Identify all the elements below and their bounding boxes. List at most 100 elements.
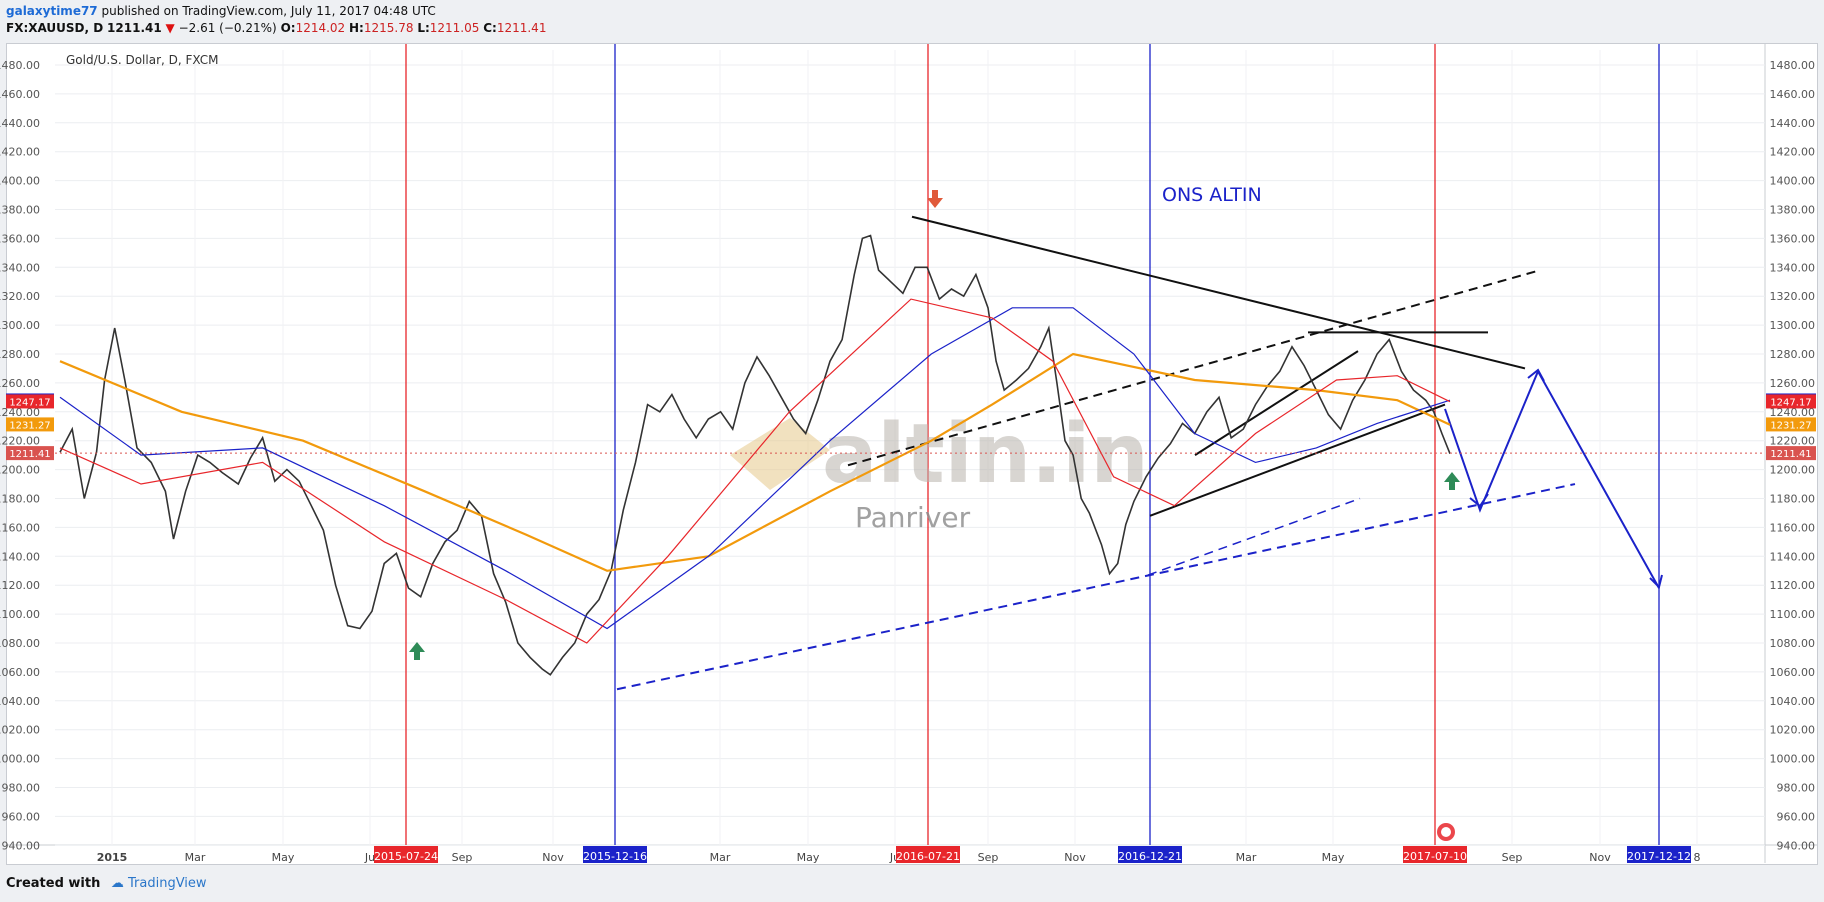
y-tick-label-right: 1000.00 xyxy=(1770,753,1816,766)
y-tick-label-left: 1300.00 xyxy=(0,319,40,332)
price-tag-right-text: 1247.17 xyxy=(1770,397,1811,408)
rising-wedge-line xyxy=(1194,350,1359,456)
y-tick-label-right: 1180.00 xyxy=(1770,493,1816,506)
dashed-channel-bottom xyxy=(616,483,1576,691)
y-tick-label-right: 1420.00 xyxy=(1770,146,1816,159)
price-tag-right-text: 1231.27 xyxy=(1770,420,1811,431)
y-tick-label-left: 1420.00 xyxy=(0,146,40,159)
price-tag-left-text: 1211.41 xyxy=(9,449,50,460)
y-tick-label-left: 1020.00 xyxy=(0,724,40,737)
x-tick-label: May xyxy=(272,851,295,864)
x-tick-label: May xyxy=(1322,851,1345,864)
x-tick-label: May xyxy=(797,851,820,864)
y-tick-label-left: 1340.00 xyxy=(0,261,40,274)
dashed-support-segment xyxy=(1147,497,1361,576)
event-badge-inner xyxy=(1441,827,1451,837)
x-tick-label: Nov xyxy=(1064,851,1086,864)
created-with-label: Created with xyxy=(6,876,101,891)
y-tick-label-left: 940.00 xyxy=(2,839,41,852)
high-label: H: xyxy=(349,21,364,35)
chart-frame[interactable] xyxy=(6,43,1818,865)
close-label: C: xyxy=(483,21,497,35)
y-tick-label-left: 1140.00 xyxy=(0,550,40,563)
y-tick-label-right: 1260.00 xyxy=(1770,377,1816,390)
y-tick-label-left: 980.00 xyxy=(2,782,41,795)
y-tick-label-right: 940.00 xyxy=(1777,839,1816,852)
y-tick-label-right: 1480.00 xyxy=(1770,59,1816,72)
support-trendline xyxy=(1149,403,1446,517)
y-tick-label-right: 1160.00 xyxy=(1770,521,1816,534)
price-tag-left-text: 1231.27 xyxy=(9,420,50,431)
y-tick-label-right: 1100.00 xyxy=(1770,608,1816,621)
y-tick-label-right: 960.00 xyxy=(1777,810,1816,823)
y-tick-label-left: 1360.00 xyxy=(0,232,40,245)
y-tick-label-left: 1000.00 xyxy=(0,753,40,766)
y-tick-label-left: 1280.00 xyxy=(0,348,40,361)
y-tick-label-left: 1220.00 xyxy=(0,435,40,448)
price-tag-right xyxy=(1766,394,1816,409)
y-tick-label-left: 1080.00 xyxy=(0,637,40,650)
projected-path xyxy=(1444,369,1660,589)
price-tag-right xyxy=(1766,446,1816,461)
y-tick-label-right: 1300.00 xyxy=(1770,319,1816,332)
buy-arrow-icon xyxy=(1444,472,1460,490)
projection-arrow-icon xyxy=(1469,493,1489,508)
y-tick-label-right: 1040.00 xyxy=(1770,695,1816,708)
y-tick-label-right: 1220.00 xyxy=(1770,435,1816,448)
date-marker-badge xyxy=(1118,846,1182,863)
last-price: 1211.41 xyxy=(107,21,162,35)
x-tick-label: 2015 xyxy=(97,851,128,864)
moving-average-line xyxy=(59,352,1451,572)
x-tick-label: Mar xyxy=(185,851,206,864)
date-marker-badge xyxy=(1627,846,1691,863)
y-tick-label-right: 1020.00 xyxy=(1770,724,1816,737)
author-link[interactable]: galaxytime77 xyxy=(6,4,98,18)
watermark-text: altin.in xyxy=(822,407,1149,502)
chart-annotation: ONS ALTIN xyxy=(1162,184,1262,206)
y-tick-label-right: 1280.00 xyxy=(1770,348,1816,361)
y-tick-label-left: 1480.00 xyxy=(0,59,40,72)
x-tick-label: Sep xyxy=(978,851,999,864)
y-tick-label-right: 1060.00 xyxy=(1770,666,1816,679)
date-marker-label: 2017-07-10 xyxy=(1403,850,1467,863)
x-tick-label: Sep xyxy=(452,851,473,864)
date-marker-label: 2016-12-21 xyxy=(1118,850,1182,863)
price-change: −2.61 (−0.21%) xyxy=(178,21,277,35)
sell-arrow-icon xyxy=(927,190,943,208)
resistance-trendline xyxy=(911,215,1526,370)
low-value: 1211.05 xyxy=(429,21,480,35)
watermark-subtext: Panriver xyxy=(855,501,971,534)
low-label: L: xyxy=(417,21,430,35)
x-tick-label: Mar xyxy=(1236,851,1257,864)
y-tick-label-left: 1040.00 xyxy=(0,695,40,708)
projection-arrow-icon xyxy=(1527,368,1545,382)
y-tick-label-right: 980.00 xyxy=(1777,782,1816,795)
date-marker-badge xyxy=(1403,846,1467,863)
y-tick-label-right: 1240.00 xyxy=(1770,406,1816,419)
moving-average-line xyxy=(59,307,1451,630)
x-tick-label: 8 xyxy=(1694,851,1701,864)
symbol-text: FX:XAUUSD, D xyxy=(6,21,104,35)
y-tick-label-right: 1380.00 xyxy=(1770,204,1816,217)
y-tick-label-right: 1460.00 xyxy=(1770,88,1816,101)
date-marker-label: 2016-07-21 xyxy=(896,850,960,863)
price-tag-left-text: 1247.17 xyxy=(9,397,50,408)
price-tag-right-text: 1211.41 xyxy=(1770,449,1811,460)
y-tick-label-right: 1360.00 xyxy=(1770,232,1816,245)
publish-info: published on TradingView.com, July 11, 2… xyxy=(101,4,436,18)
y-tick-label-right: 1320.00 xyxy=(1770,290,1816,303)
high-value: 1215.78 xyxy=(363,21,414,35)
x-tick-label: Sep xyxy=(1502,851,1523,864)
y-tick-label-left: 1260.00 xyxy=(0,377,40,390)
y-tick-label-left: 1440.00 xyxy=(0,117,40,130)
x-tick-label: Nov xyxy=(542,851,564,864)
tradingview-logo-icon[interactable]: ☁ TradingView xyxy=(110,876,207,891)
watermark-logo-icon xyxy=(730,418,830,490)
y-tick-label-right: 1140.00 xyxy=(1770,550,1816,563)
y-tick-label-left: 1100.00 xyxy=(0,608,40,621)
symbol-line: FX:XAUUSD, D 1211.41 ▼ −2.61 (−0.21%) O:… xyxy=(6,21,546,35)
y-tick-label-right: 1120.00 xyxy=(1770,579,1816,592)
projection-arrow-icon xyxy=(1649,574,1663,589)
x-tick-label: Ju xyxy=(364,851,375,864)
